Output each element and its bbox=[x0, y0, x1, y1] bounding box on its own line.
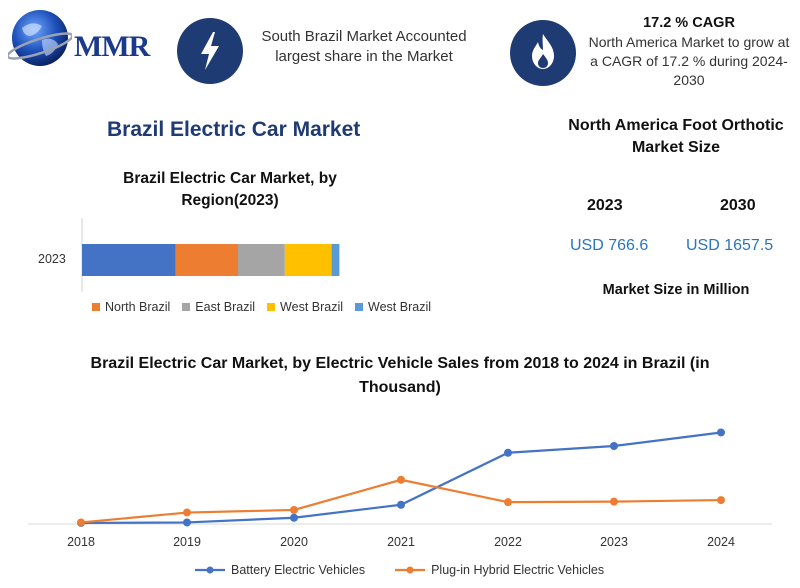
region-legend-item-2: East Brazil bbox=[182, 300, 255, 314]
market-value-2023: USD 766.6 bbox=[570, 237, 649, 254]
lightning-badge bbox=[177, 18, 243, 84]
x-tick-label-2019: 2019 bbox=[173, 535, 201, 549]
x-tick-label-2024: 2024 bbox=[707, 535, 735, 549]
info-right: 17.2 % CAGR North America Market to grow… bbox=[584, 14, 794, 90]
series-0-point-2023 bbox=[610, 442, 618, 450]
series-0-point-2022 bbox=[504, 448, 512, 457]
line-chart-legend: Battery Electric Vehicles Plug-in Hybrid … bbox=[195, 563, 604, 577]
region-legend-item-1: North Brazil bbox=[92, 300, 170, 314]
region-legend-item-4: West Brazil bbox=[355, 300, 431, 314]
line-chart-title: Brazil Electric Car Market, by Electric … bbox=[90, 355, 710, 396]
lightning-icon bbox=[201, 32, 219, 70]
region-bar-segment-3 bbox=[284, 244, 332, 276]
region-legend-swatch-1 bbox=[92, 303, 100, 311]
year-2030-label: 2030 bbox=[720, 197, 756, 214]
info-right-text: North America Market to grow at a CAGR o… bbox=[588, 34, 790, 88]
region-legend-swatch-3 bbox=[267, 303, 276, 311]
series-1-point-2018 bbox=[77, 518, 85, 527]
line-legend-item-1: Plug-in Hybrid Electric Vehicles bbox=[395, 563, 604, 577]
region-legend-swatch-4 bbox=[355, 303, 364, 311]
flame-icon bbox=[532, 34, 554, 69]
region-bar-category-label: 2023 bbox=[38, 252, 66, 266]
globe-logo-icon bbox=[8, 10, 72, 66]
region-legend-label-1: North Brazil bbox=[105, 300, 171, 314]
series-0-point-2019 bbox=[183, 518, 191, 527]
region-bar-segment-4 bbox=[331, 244, 340, 276]
logo-text: MMR bbox=[74, 30, 150, 63]
market-value-2030: USD 1657.5 bbox=[686, 237, 774, 254]
region-bar-segment-1 bbox=[175, 244, 238, 276]
year-2023-label: 2023 bbox=[587, 197, 623, 214]
line-legend-label-1: Plug-in Hybrid Electric Vehicles bbox=[431, 563, 605, 577]
region-bar-segment-2 bbox=[238, 244, 285, 276]
series-1-point-2019 bbox=[183, 508, 191, 517]
cagr-headline: 17.2 % CAGR bbox=[643, 15, 735, 31]
region-chart bbox=[81, 218, 340, 292]
line-legend-label-0: Battery Electric Vehicles bbox=[231, 563, 366, 577]
x-tick-label-2021: 2021 bbox=[387, 535, 415, 549]
line-chart: 2018 2019 2020 2021 2022 2023 2024 bbox=[28, 428, 772, 549]
series-1-point-2024 bbox=[717, 496, 725, 505]
market-size-title: North America Foot Orthotic Market Size bbox=[568, 117, 784, 156]
line-legend-item-0: Battery Electric Vehicles bbox=[195, 563, 365, 577]
main-title: Brazil Electric Car Market bbox=[107, 118, 361, 141]
region-chart-legend: North Brazil East Brazil West Brazil West B… bbox=[92, 300, 431, 314]
series-0-point-2024 bbox=[717, 428, 725, 437]
flame-badge bbox=[510, 20, 576, 86]
x-tick-label-2022: 2022 bbox=[494, 535, 522, 549]
series-1-point-2022 bbox=[504, 498, 512, 507]
region-legend-label-4: West Brazil bbox=[368, 300, 432, 314]
line-legend-marker-0 bbox=[195, 566, 225, 574]
region-legend-item-3: West Brazil bbox=[267, 300, 343, 314]
series-1-point-2020 bbox=[290, 505, 298, 514]
region-legend-label-3: West Brazil bbox=[280, 300, 344, 314]
market-size-caption: Market Size in Million bbox=[602, 282, 750, 298]
series-0-point-2021 bbox=[397, 500, 405, 509]
region-legend-swatch-2 bbox=[182, 303, 191, 311]
x-tick-label-2023: 2023 bbox=[600, 535, 628, 549]
series-1-point-2023 bbox=[610, 497, 618, 506]
line-legend-marker-1 bbox=[395, 566, 426, 574]
x-tick-label-2020: 2020 bbox=[280, 535, 308, 549]
region-bar-segment-0 bbox=[82, 244, 176, 276]
x-tick-label-2018: 2018 bbox=[67, 535, 95, 549]
series-1-point-2021 bbox=[397, 475, 405, 484]
series-0-point-2020 bbox=[290, 513, 298, 522]
region-legend-label-2: East Brazil bbox=[195, 300, 256, 314]
region-chart-title: Brazil Electric Car Market, by Region(20… bbox=[123, 170, 337, 209]
info-left-text: South Brazil Market Accounted largest sh… bbox=[261, 28, 467, 65]
